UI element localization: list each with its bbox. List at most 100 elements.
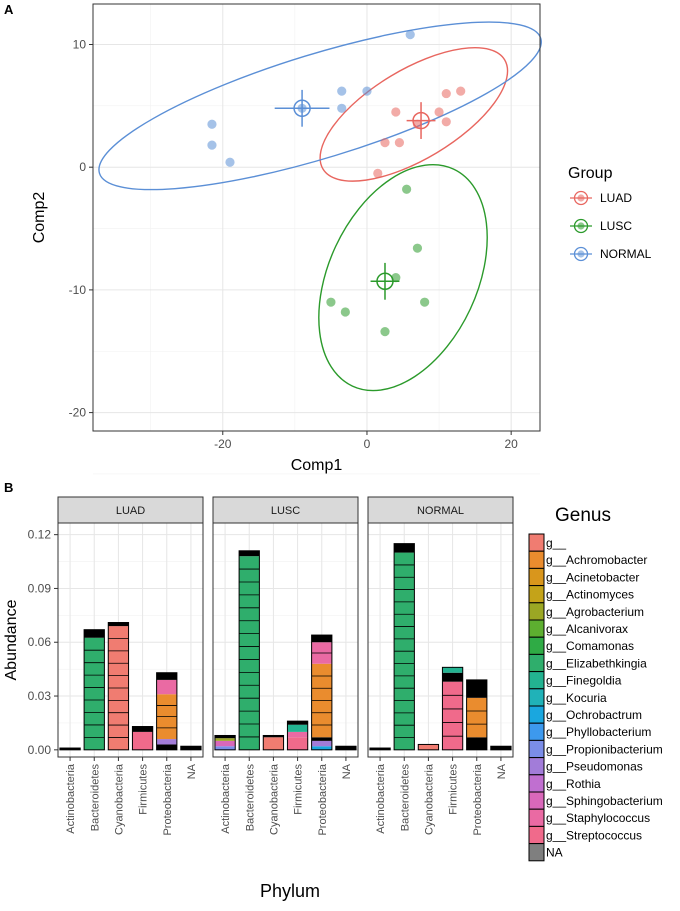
legend-key-g-pseudomonas	[528, 757, 545, 776]
legend-title-a: Group	[568, 165, 613, 182]
x-tick-label-cyanobacteria: Cyanobacteria	[268, 763, 280, 835]
legend-title-b: Genus	[555, 505, 611, 526]
x-tick-label-na: NA	[186, 763, 198, 779]
bar-segment-na	[263, 735, 284, 738]
facet-panel-luad	[58, 523, 203, 757]
x-tick-label-actinobacteria: Actinobacteria	[375, 763, 387, 834]
legend-label-g-agrobacterium: g__Agrobacterium	[546, 605, 644, 619]
point-lusc	[340, 307, 350, 317]
x-tick-label-firmicutes: Firmicutes	[448, 764, 460, 815]
legend-key-g-actinomyces	[528, 585, 545, 604]
bar-segment-na	[311, 737, 332, 741]
y-tick-label-a: -10	[69, 283, 87, 297]
legend-key-g-propionibacterium	[528, 739, 545, 759]
point-luad	[373, 168, 383, 178]
bar-luad-actinobacteria	[59, 747, 81, 751]
legend-label-g-staphylococcus: g__Staphylococcus	[546, 811, 650, 825]
bar-segment-g-ochrobactrum	[311, 746, 332, 750]
bar-lusc-firmicutes	[286, 720, 309, 751]
x-tick-label-actinobacteria: Actinobacteria	[220, 763, 232, 834]
legend-key-g-alcanivorax	[528, 619, 545, 638]
x-tick-label-na: NA	[341, 763, 353, 779]
legend-label-g-achromobacter: g__Achromobacter	[546, 553, 647, 567]
legend-key-ring-luad	[573, 190, 589, 206]
x-tick-label-a: -20	[214, 437, 232, 451]
point-normal	[337, 86, 347, 96]
bar-luad-bacteroidetes	[83, 629, 105, 751]
point-luad	[441, 117, 451, 127]
bar-segment-g-streptococcus	[287, 737, 308, 750]
legend-label-g-comamonas: g__Comamonas	[546, 639, 634, 653]
legend-key-dot-normal	[577, 250, 585, 258]
legend-label-normal: NORMAL	[600, 247, 652, 261]
x-tick-label-cyanobacteria: Cyanobacteria	[423, 763, 435, 835]
bar-segment-g-pseudomonas	[156, 739, 177, 745]
bar-segment-na	[180, 746, 202, 750]
point-luad	[380, 138, 390, 148]
legend-label-lusc: LUSC	[600, 219, 632, 233]
bar-normal-firmicutes	[441, 666, 464, 751]
point-normal	[405, 30, 415, 40]
legend-key-g-rothia	[528, 774, 545, 793]
point-normal	[362, 86, 372, 96]
x-tick-label-a: 20	[504, 437, 518, 451]
panel-b-stacked-bars: LUAD Actinobacteria Bacteroidetes Cyanobact…	[3, 496, 663, 901]
x-tick-label-na: NA	[496, 763, 508, 779]
bar-luad-na	[180, 745, 202, 751]
bar-segment-na	[394, 543, 415, 553]
bar-segment-g-staphylococcus	[287, 731, 308, 738]
bar-lusc-actinobacteria	[214, 734, 236, 751]
centroid-lusc	[376, 272, 394, 291]
point-luad	[441, 88, 451, 99]
point-luad	[456, 86, 466, 96]
legend-key-g-comamonas	[528, 636, 545, 655]
point-normal	[337, 103, 347, 113]
facet-strip-label-lusc: LUSC	[271, 505, 300, 517]
point-luad	[394, 138, 405, 148]
facet-border-lusc	[212, 522, 359, 758]
bar-segment-na	[287, 721, 308, 725]
legend-label-g-rothia: g__Rothia	[546, 777, 601, 791]
bar-segment-g-achromobacter	[466, 697, 487, 738]
bar-segment-na	[59, 748, 81, 750]
bar-luad-cyanobacteria	[107, 622, 130, 751]
bar-normal-cyanobacteria	[417, 743, 440, 751]
panel-a-scatter: -20 0 20 -20 -10 0 10 Comp1 Comp2 Group LUAD LUSC NO…	[31, 3, 652, 475]
bar-segment-na	[132, 726, 153, 732]
centroid-luad	[412, 111, 430, 130]
bar-segment-g-streptococcus	[132, 731, 153, 750]
facet-strip-lusc	[212, 496, 359, 524]
bar-segment-g-staphylococcus	[156, 679, 177, 695]
bar-luad-firmicutes	[131, 726, 154, 751]
legend-key-g	[528, 533, 545, 552]
bar-segment-na	[442, 672, 463, 682]
point-lusc	[380, 327, 390, 337]
bar-segment-g-elizabethkingia	[239, 556, 260, 750]
bar-segment-na	[311, 635, 332, 643]
y-tick-label-a: -20	[69, 406, 87, 420]
x-tick-label-proteobacteria: Proteobacteria	[162, 763, 174, 835]
bar-normal-actinobacteria	[369, 747, 391, 751]
legend-key-na	[528, 843, 545, 862]
legend-label-g-pseudomonas: g__Pseudomonas	[546, 760, 643, 774]
x-tick-label-actinobacteria: Actinobacteria	[65, 763, 77, 834]
bar-segment-g-pseudomonas	[311, 740, 332, 747]
x-tick-label-cyanobacteria: Cyanobacteria	[113, 763, 125, 835]
facet-strip-label-normal: NORMAL	[417, 505, 464, 517]
bar-segment-na	[156, 672, 177, 680]
point-lusc	[412, 243, 423, 253]
point-normal	[225, 157, 235, 167]
bar-lusc-bacteroidetes	[238, 550, 260, 751]
point-lusc	[402, 184, 412, 194]
facet-strip-label-luad: LUAD	[116, 505, 145, 517]
legend-key-g-kocuria	[528, 688, 545, 707]
legend-key-g-acinetobacter	[528, 567, 545, 587]
y-axis-title-a: Comp2	[31, 192, 48, 244]
bar-normal-proteobacteria	[466, 679, 488, 751]
facet-strip-luad	[57, 496, 204, 524]
legend-label-g-kocuria: g__Kocuria	[546, 691, 607, 705]
bar-segment-na	[156, 744, 177, 750]
facet-panel-normal	[368, 523, 513, 757]
plot-area-a	[93, 4, 540, 431]
bar-segment-g-propionibacterium	[214, 746, 236, 750]
